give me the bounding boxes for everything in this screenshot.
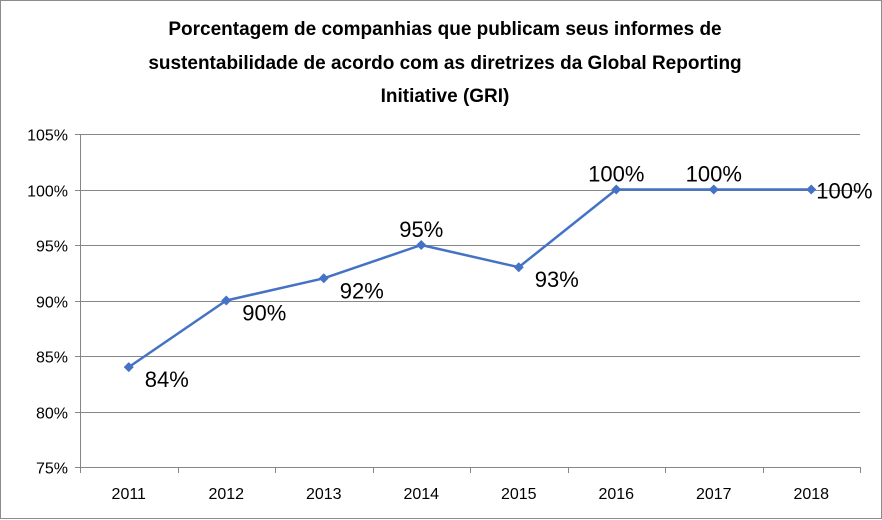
series-line [128, 188, 812, 369]
data-point-marker [611, 184, 622, 195]
data-point-marker [416, 240, 427, 250]
y-axis: 75% 80% 85% 90% 95% 100% 105% [27, 128, 81, 478]
data-label: 100% [686, 162, 742, 187]
x-tick-label: 2013 [306, 486, 342, 503]
gridlines [80, 134, 860, 413]
x-tick-label: 2018 [793, 486, 829, 503]
data-labels: 84% 90% 92% 95% 93% 100% 100% 100% [145, 162, 873, 393]
x-tick-label: 2015 [501, 486, 537, 503]
data-point-marker [513, 262, 524, 273]
y-tick-label: 95% [36, 239, 68, 256]
x-tick-label: 2017 [696, 486, 732, 503]
chart-title-line-3: Initiative (GRI) [381, 86, 510, 107]
data-label: 100% [816, 179, 872, 204]
chart-title-line-2: sustentabilidade de acordo com as diretr… [148, 53, 741, 74]
y-tick-label: 90% [36, 295, 68, 312]
y-tick-label: 80% [36, 406, 68, 423]
x-tick-label: 2011 [112, 486, 147, 503]
y-tick-label: 105% [27, 128, 68, 145]
data-label: 84% [145, 367, 189, 392]
data-label: 92% [340, 278, 384, 303]
data-label: 90% [242, 301, 286, 326]
data-label: 93% [535, 267, 579, 292]
y-tick-label: 100% [27, 184, 68, 201]
data-point-marker [318, 273, 329, 284]
y-tick-label: 75% [36, 461, 68, 478]
data-label: 95% [399, 217, 443, 242]
x-tick-label: 2014 [403, 486, 439, 503]
data-point-marker [221, 295, 232, 306]
x-axis: 2011 2012 2013 2014 2015 2016 2017 2018 [80, 467, 861, 503]
data-point-marker [806, 184, 817, 195]
chart-title-line-1: Porcentagem de companhias que publicam s… [168, 19, 721, 40]
data-point-marker [123, 362, 134, 373]
data-label: 100% [588, 162, 644, 187]
y-tick-label: 85% [36, 350, 68, 367]
x-tick-label: 2012 [208, 486, 244, 503]
data-point-marker [708, 184, 719, 195]
x-tick-label: 2016 [598, 486, 634, 503]
chart-title: Porcentagem de companhias que publicam s… [148, 19, 741, 107]
series-gri [123, 184, 817, 373]
